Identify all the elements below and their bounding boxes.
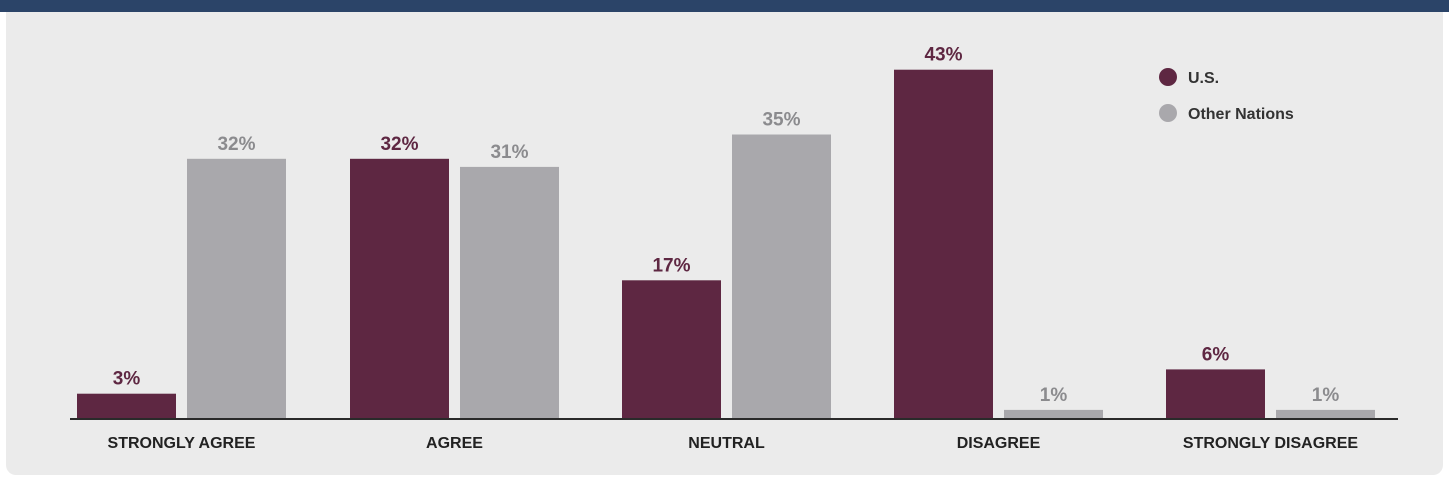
bar-other-nations-2 [732,134,831,418]
value-label-us-0: 3% [113,369,141,390]
value-label-other-nations-2: 35% [762,110,800,131]
legend-swatch-us [1159,68,1177,86]
value-label-us-3: 43% [924,45,962,66]
value-label-other-nations-1: 31% [490,142,528,163]
category-label-3: DISAGREE [957,435,1041,452]
value-label-other-nations-0: 32% [217,134,255,155]
value-labels-group: 3% 32% 32% 31% 17% 35% 43% 1% 6% 1% [113,45,1340,406]
value-label-us-1: 32% [380,134,418,155]
bar-other-nations-3 [1004,409,1103,418]
category-label-4: STRONGLY DISAGREE [1183,435,1358,452]
category-label-1: AGREE [426,435,483,452]
category-labels-group: STRONGLY AGREE AGREE NEUTRAL DISAGREE STRONG… [108,435,1359,452]
bar-us-3 [894,69,993,418]
bar-other-nations-4 [1276,409,1375,418]
bar-us-4 [1166,369,1265,418]
value-label-other-nations-3: 1% [1040,385,1068,406]
category-label-0: STRONGLY AGREE [108,435,256,452]
legend-swatch-other-nations [1159,104,1177,122]
header-bar [0,0,1449,12]
value-label-us-4: 6% [1202,344,1230,365]
legend-label-us: U.S. [1188,70,1219,87]
bar-other-nations-1 [460,166,559,418]
value-label-us-2: 17% [652,255,690,276]
bar-us-0 [77,393,176,418]
value-label-other-nations-4: 1% [1312,385,1340,406]
bar-us-1 [350,158,449,419]
category-label-2: NEUTRAL [688,435,765,452]
legend: U.S. Other Nations [1159,68,1294,123]
bar-us-2 [622,280,721,418]
bar-other-nations-0 [187,158,286,419]
legend-label-other-nations: Other Nations [1188,106,1294,123]
bars-group [77,69,1375,419]
